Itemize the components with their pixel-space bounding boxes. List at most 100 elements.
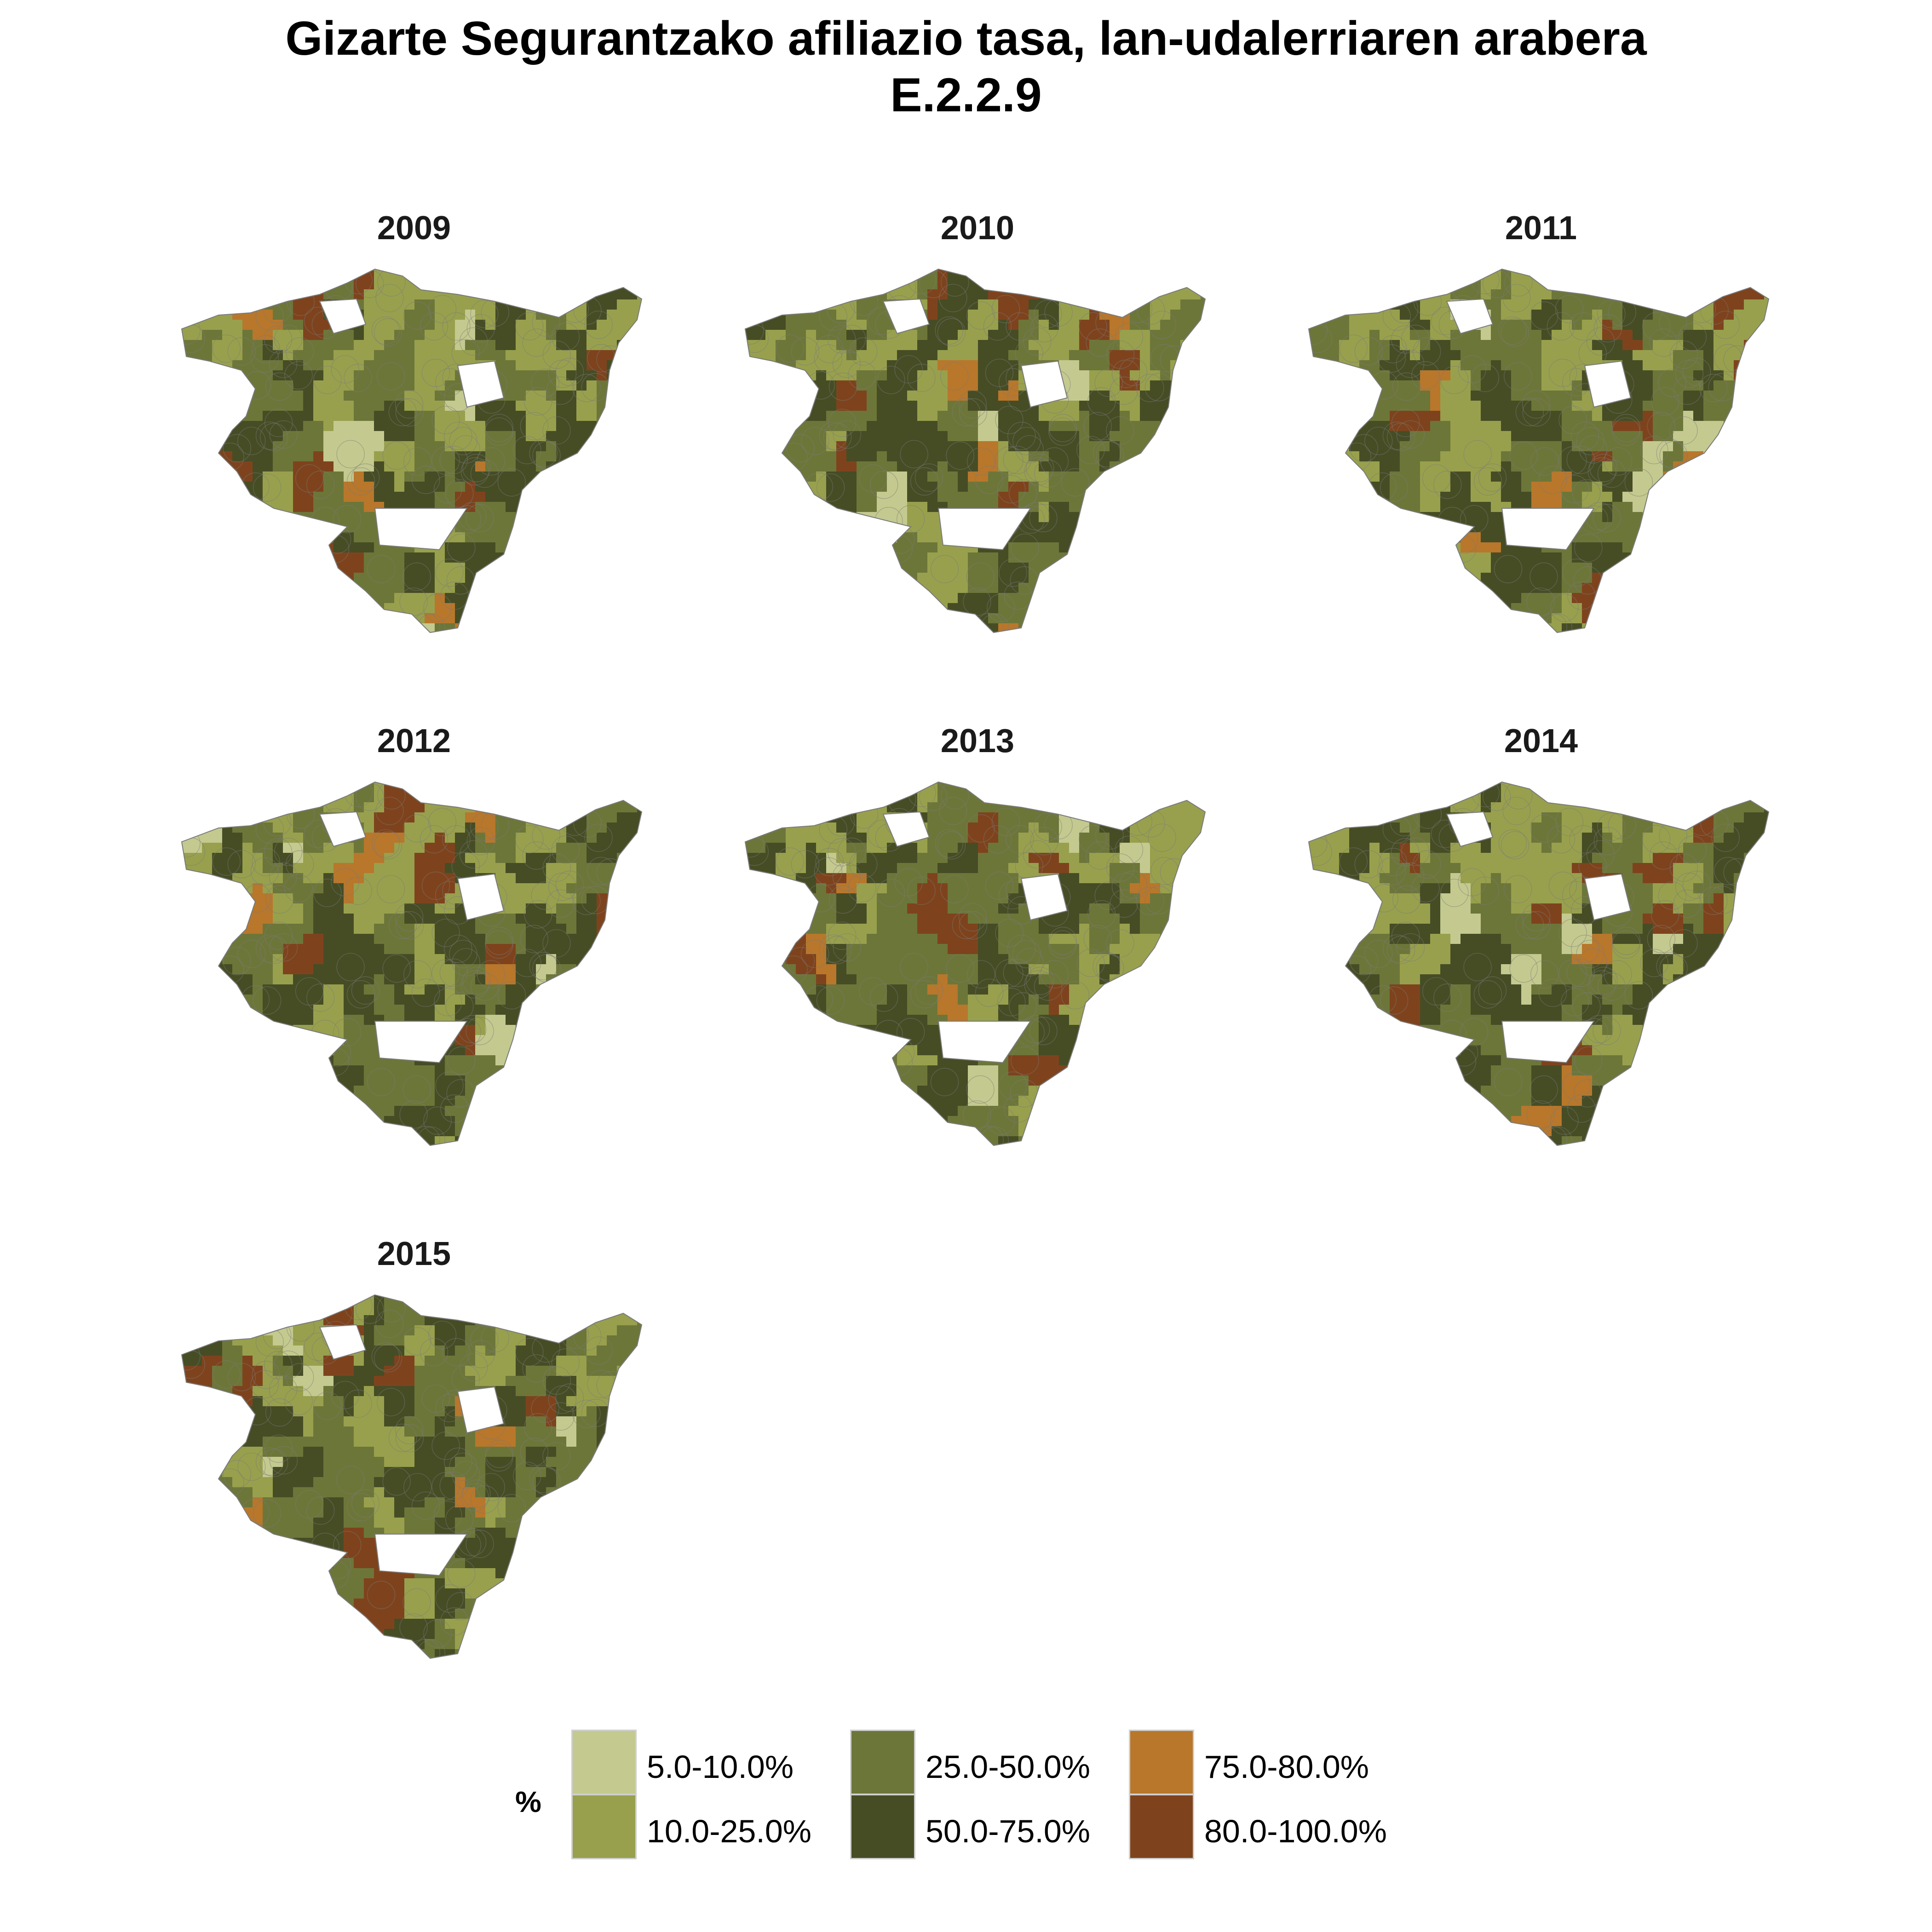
region-border <box>286 337 314 366</box>
municipality-region <box>1380 360 1410 380</box>
municipality-region <box>313 984 344 1025</box>
region-border <box>584 1336 613 1365</box>
region-border <box>1422 464 1451 493</box>
region-border <box>966 1075 995 1104</box>
region-border <box>940 362 969 391</box>
region-border <box>434 475 462 504</box>
region-border <box>371 829 400 858</box>
territory-outline <box>181 268 643 633</box>
region-border <box>252 335 280 363</box>
region-border <box>1624 981 1653 1010</box>
region-border <box>431 446 460 475</box>
region-border <box>351 1489 380 1518</box>
region-border <box>542 416 571 445</box>
municipality-region <box>1491 782 1511 833</box>
no-data-area <box>1501 1021 1595 1064</box>
region-border <box>1023 840 1052 868</box>
municipality-region <box>1008 1106 1140 1145</box>
region-border <box>331 355 359 384</box>
region-border <box>1391 325 1420 354</box>
municipality-region <box>404 1065 435 1106</box>
municipality-region <box>887 421 948 482</box>
region-border <box>431 959 460 988</box>
region-border <box>833 420 862 449</box>
region-border <box>1504 269 1533 297</box>
municipality-region <box>1008 934 1049 964</box>
region-border <box>985 358 1014 387</box>
municipality-region <box>1612 472 1633 502</box>
region-border <box>442 825 471 854</box>
municipality-region <box>455 1538 475 1568</box>
region-border <box>1550 593 1579 622</box>
municipality-region <box>1120 330 1150 360</box>
municipality-region <box>1120 391 1140 421</box>
municipality-region <box>1400 893 1430 924</box>
municipality-region <box>576 1406 597 1447</box>
region-border <box>910 467 939 496</box>
region-border <box>1377 857 1406 886</box>
region-border <box>485 417 513 446</box>
municipality-region <box>182 472 263 632</box>
region-border <box>791 337 819 366</box>
municipality-region <box>253 360 283 380</box>
municipality-region <box>475 461 485 472</box>
region-border <box>959 911 988 940</box>
region-border <box>1079 825 1107 853</box>
municipality-region <box>1150 350 1180 380</box>
region-border <box>367 1068 396 1096</box>
municipality-region <box>1683 330 1714 360</box>
region-border <box>975 978 1004 1007</box>
municipality-region <box>455 995 485 1025</box>
region-border <box>1006 312 1034 341</box>
region-border <box>1458 868 1486 897</box>
region-border <box>529 1465 558 1493</box>
region-border <box>1642 825 1671 853</box>
region-border <box>1587 970 1616 999</box>
region-border <box>395 911 424 940</box>
region-border <box>274 325 303 353</box>
municipality-region <box>1582 482 1612 512</box>
municipality-region <box>465 1295 495 1356</box>
region-border <box>1422 977 1451 1006</box>
municipality-region <box>465 782 495 843</box>
region-border <box>237 426 266 455</box>
panel-2015: 2015 <box>150 1235 678 1695</box>
municipality-region <box>1339 542 1491 632</box>
municipality-region <box>836 893 867 924</box>
municipality-region <box>1390 984 1420 1075</box>
region-border <box>411 466 440 494</box>
municipality-region <box>597 1406 642 1497</box>
region-border <box>546 376 575 405</box>
municipality-region <box>1029 782 1059 843</box>
municipality-region <box>546 411 642 482</box>
municipality-region <box>364 782 384 833</box>
region-border <box>470 812 499 841</box>
region-border <box>1509 441 1538 470</box>
region-border <box>1083 925 1112 953</box>
region-border <box>1494 1068 1523 1096</box>
territory-outline <box>1308 781 1770 1146</box>
municipality-region <box>836 873 867 893</box>
municipality-region <box>556 843 586 873</box>
region-border <box>542 340 571 369</box>
region-border <box>212 334 241 363</box>
no-data-area <box>319 811 367 847</box>
region-border <box>402 1588 431 1617</box>
region-border <box>1571 422 1599 450</box>
municipality-region <box>1329 883 1400 934</box>
region-border <box>497 468 526 497</box>
municipality-region <box>485 1477 516 1497</box>
region-border <box>1658 881 1686 910</box>
choropleth-map <box>1308 268 1770 633</box>
municipality-region <box>414 411 435 441</box>
municipality-region <box>1450 833 1481 863</box>
region-border <box>572 374 601 402</box>
region-border <box>1350 947 1378 975</box>
region-border <box>894 355 923 384</box>
region-border <box>1440 366 1469 394</box>
municipality-region <box>1400 380 1430 411</box>
region-border <box>1669 853 1698 882</box>
region-border <box>444 422 472 450</box>
municipality-region <box>1008 421 1049 451</box>
no-data-area <box>319 1324 367 1360</box>
